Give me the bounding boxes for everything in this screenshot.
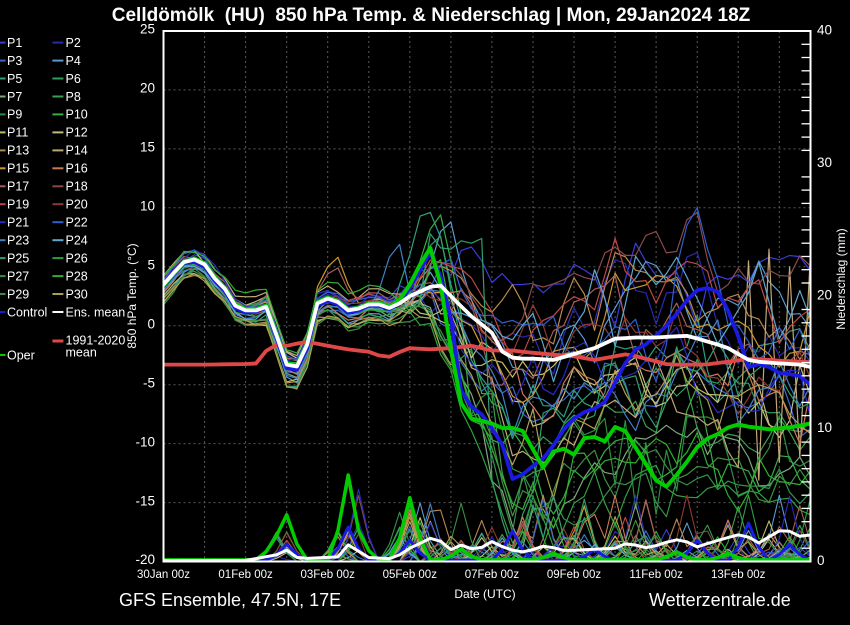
svg-text:Wetterzentrale.de: Wetterzentrale.de bbox=[649, 590, 791, 610]
svg-text:P16: P16 bbox=[66, 162, 88, 176]
svg-text:P29: P29 bbox=[7, 287, 29, 301]
svg-text:P3: P3 bbox=[7, 54, 22, 68]
svg-text:Celldömölk (HU) 850 hPa Temp: Celldömölk (HU) 850 hPa Temp. & Niedersc… bbox=[112, 5, 751, 26]
svg-text:P2: P2 bbox=[66, 36, 81, 50]
svg-text:10: 10 bbox=[817, 420, 832, 435]
svg-text:Control: Control bbox=[7, 305, 47, 319]
svg-text:P17: P17 bbox=[7, 180, 29, 194]
svg-text:11Feb 00z: 11Feb 00z bbox=[629, 569, 683, 581]
svg-text:mean: mean bbox=[66, 345, 97, 359]
svg-text:07Feb 00z: 07Feb 00z bbox=[465, 569, 520, 581]
svg-text:P23: P23 bbox=[7, 234, 29, 248]
svg-text:P25: P25 bbox=[7, 251, 29, 265]
svg-text:30: 30 bbox=[817, 155, 832, 170]
svg-text:P14: P14 bbox=[66, 144, 88, 158]
svg-text:P11: P11 bbox=[7, 126, 28, 140]
svg-text:P22: P22 bbox=[66, 216, 88, 230]
svg-text:P8: P8 bbox=[66, 90, 81, 104]
svg-text:10: 10 bbox=[140, 199, 155, 214]
svg-text:P6: P6 bbox=[66, 72, 81, 86]
svg-text:-5: -5 bbox=[143, 375, 155, 390]
svg-text:5: 5 bbox=[147, 258, 155, 273]
svg-text:P5: P5 bbox=[7, 72, 22, 86]
svg-text:P13: P13 bbox=[7, 144, 29, 158]
svg-text:15: 15 bbox=[140, 140, 155, 155]
svg-text:09Feb 00z: 09Feb 00z bbox=[547, 569, 602, 581]
svg-text:Niederschlag (mm): Niederschlag (mm) bbox=[834, 228, 848, 329]
svg-text:-10: -10 bbox=[135, 434, 155, 449]
svg-text:P9: P9 bbox=[7, 108, 22, 122]
svg-text:0: 0 bbox=[817, 553, 825, 568]
svg-text:P12: P12 bbox=[66, 126, 88, 140]
svg-text:25: 25 bbox=[140, 22, 155, 37]
svg-text:P28: P28 bbox=[66, 269, 88, 283]
svg-text:P7: P7 bbox=[7, 90, 22, 104]
svg-text:P30: P30 bbox=[66, 287, 88, 301]
svg-text:850 hPa Temp. (°C): 850 hPa Temp. (°C) bbox=[125, 243, 139, 348]
svg-text:20: 20 bbox=[817, 288, 832, 303]
svg-text:P10: P10 bbox=[66, 108, 88, 122]
svg-text:-20: -20 bbox=[135, 552, 155, 567]
svg-text:Oper: Oper bbox=[7, 348, 35, 362]
svg-text:P21: P21 bbox=[7, 216, 29, 230]
svg-text:P20: P20 bbox=[66, 198, 88, 212]
svg-text:P1: P1 bbox=[7, 36, 22, 50]
svg-text:05Feb 00z: 05Feb 00z bbox=[383, 569, 438, 581]
svg-text:P19: P19 bbox=[7, 198, 29, 212]
svg-text:13Feb 00z: 13Feb 00z bbox=[711, 569, 766, 581]
svg-text:P24: P24 bbox=[66, 234, 88, 248]
svg-text:30Jan 00z: 30Jan 00z bbox=[137, 569, 190, 581]
svg-text:GFS Ensemble, 47.5N, 17E: GFS Ensemble, 47.5N, 17E bbox=[119, 590, 341, 610]
svg-text:20: 20 bbox=[140, 81, 155, 96]
svg-text:P4: P4 bbox=[66, 54, 81, 68]
svg-text:01Feb 00z: 01Feb 00z bbox=[218, 569, 273, 581]
svg-text:Ens. mean: Ens. mean bbox=[66, 305, 126, 319]
svg-text:P26: P26 bbox=[66, 251, 88, 265]
svg-text:40: 40 bbox=[817, 22, 832, 37]
svg-text:-15: -15 bbox=[135, 493, 155, 508]
svg-text:0: 0 bbox=[147, 316, 155, 331]
svg-text:P15: P15 bbox=[7, 162, 29, 176]
svg-text:1991-2020: 1991-2020 bbox=[66, 333, 126, 347]
svg-text:03Feb 00z: 03Feb 00z bbox=[301, 569, 356, 581]
svg-text:P18: P18 bbox=[66, 180, 88, 194]
svg-text:P27: P27 bbox=[7, 269, 29, 283]
svg-text:Date (UTC): Date (UTC) bbox=[454, 587, 515, 601]
